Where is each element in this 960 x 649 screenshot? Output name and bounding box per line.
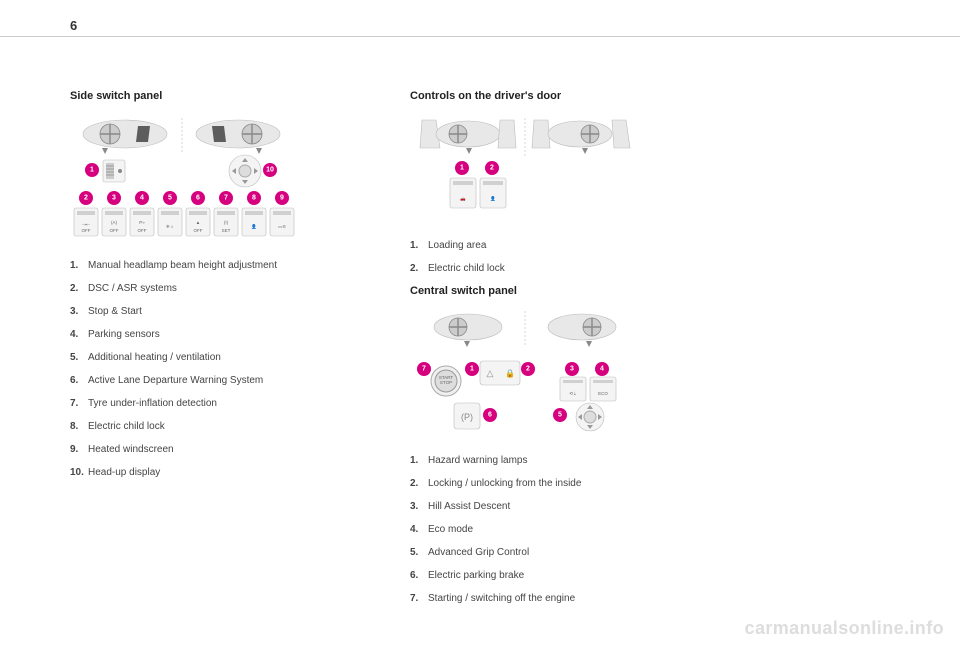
svg-text:5: 5 [558,412,562,419]
svg-text:6: 6 [488,412,492,419]
badge-row: 2 3 4 5 6 7 8 9 [79,191,289,205]
svg-text:P»: P» [139,220,145,225]
svg-text:4: 4 [140,195,144,202]
svg-text:2: 2 [84,195,88,202]
svg-text:STOP: STOP [440,380,452,385]
svg-text:2: 2 [490,165,494,172]
central-panel-title: Central switch panel [410,285,690,297]
svg-text:👤: 👤 [251,223,257,229]
side-item-4: Parking sensors [88,328,160,341]
svg-text:ECO: ECO [598,391,608,396]
badge-1: 1 [90,167,94,174]
central-item-6: Electric parking brake [428,569,524,582]
svg-text:(!): (!) [224,220,229,225]
door-svg: 1 2 🚗 👤 [410,112,640,222]
door-controls-list: 1.Loading area 2.Electric child lock [410,239,690,275]
side-panel-diagram: 1 10 [70,112,350,247]
side-panel-list: 1.Manual headlamp beam height adjustment… [70,259,350,479]
side-item-2: DSC / ASR systems [88,282,177,295]
svg-text:7: 7 [422,366,426,373]
svg-text:⟲⇣: ⟲⇣ [569,391,577,396]
side-item-3: Stop & Start [88,305,142,318]
central-svg: 7 START STOP 1 △ 🔒 2 (P) 6 3 4 [410,307,640,437]
col-right: Controls on the driver's door [410,90,690,615]
svg-text:OFF: OFF [138,228,147,233]
central-diagram: 7 START STOP 1 △ 🔒 2 (P) 6 3 4 [410,307,690,442]
header-rule [0,36,960,37]
svg-text:OFF: OFF [194,228,203,233]
door-diagram: 1 2 🚗 👤 [410,112,690,227]
central-item-3: Hill Assist Descent [428,500,510,513]
svg-text:👤: 👤 [490,195,496,201]
svg-text:4: 4 [600,366,604,373]
svg-text:❄☼: ❄☼ [166,224,174,229]
svg-text:8: 8 [252,195,256,202]
svg-text:5: 5 [168,195,172,202]
door-controls-title: Controls on the driver's door [410,90,690,102]
side-item-6: Active Lane Departure Warning System [88,374,263,387]
svg-text:🔒: 🔒 [505,369,515,378]
central-item-1: Hazard warning lamps [428,454,528,467]
page-content: Side switch panel [0,0,960,635]
side-item-1: Manual headlamp beam height adjustment [88,259,277,272]
door-item-1: Loading area [428,239,486,252]
side-item-9: Heated windscreen [88,443,174,456]
svg-text:(A): (A) [111,220,118,225]
svg-text:🚗: 🚗 [460,196,466,201]
central-item-5: Advanced Grip Control [428,546,529,559]
side-item-5: Additional heating / ventilation [88,351,221,364]
central-item-7: Starting / switching off the engine [428,592,575,605]
svg-text:▲: ▲ [196,220,200,225]
svg-text:⇢⇠: ⇢⇠ [82,222,90,227]
central-item-2: Locking / unlocking from the inside [428,477,581,490]
columns: Side switch panel [70,90,920,615]
door-item-2: Electric child lock [428,262,505,275]
central-item-4: Eco mode [428,523,473,536]
watermark: carmanualsonline.info [745,618,944,639]
central-panel-list: 1.Hazard warning lamps 2.Locking / unloc… [410,454,690,605]
side-panel-svg: 1 10 [70,112,300,242]
svg-text:OFF: OFF [110,228,119,233]
side-item-10: Head-up display [88,466,160,479]
svg-text:1: 1 [470,366,474,373]
col-side-panel: Side switch panel [70,90,350,615]
svg-text:(P): (P) [461,412,473,422]
side-item-8: Electric child lock [88,420,165,433]
svg-text:7: 7 [224,195,228,202]
svg-text:OFF: OFF [82,228,91,233]
side-panel-title: Side switch panel [70,90,350,102]
svg-text:SET: SET [222,228,231,233]
svg-text:▭≋: ▭≋ [278,224,286,229]
badge-10: 10 [266,167,274,174]
page-number: 6 [70,18,77,33]
switch-row: ⇢⇠OFF (A)OFF P»OFF ❄☼ [74,208,294,236]
svg-text:9: 9 [280,195,284,202]
svg-text:3: 3 [112,195,116,202]
svg-text:6: 6 [196,195,200,202]
svg-text:1: 1 [460,165,464,172]
svg-text:△: △ [487,368,494,378]
side-item-7: Tyre under-inflation detection [88,397,217,410]
svg-text:3: 3 [570,366,574,373]
svg-text:2: 2 [526,366,530,373]
